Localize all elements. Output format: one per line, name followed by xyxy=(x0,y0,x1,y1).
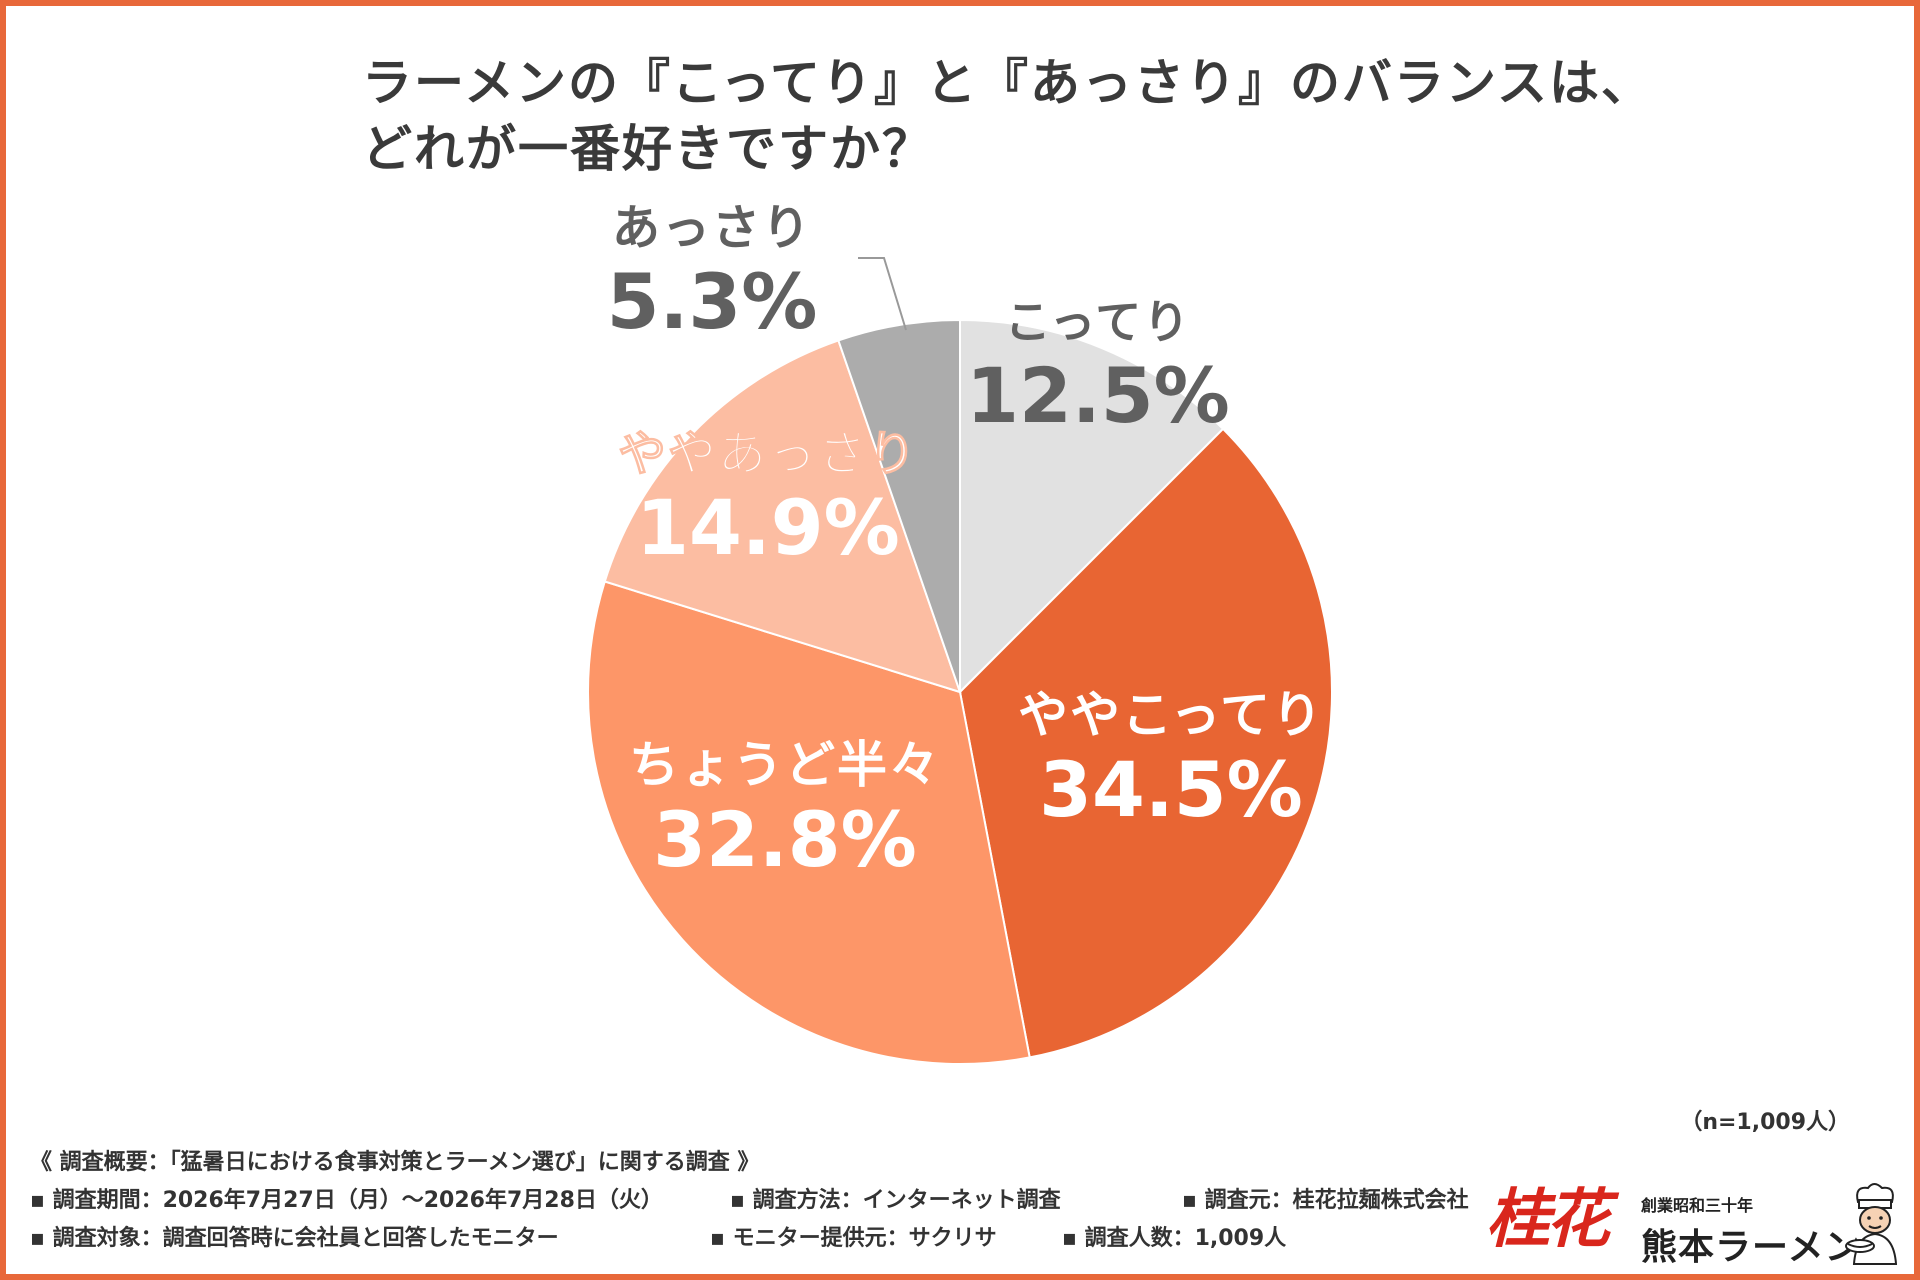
slice-value-kotteri: 12.5% xyxy=(966,351,1230,440)
slice-name-yaya-kotteri: ややこってり xyxy=(1018,686,1324,744)
chart-title: ラーメンの『こってり』と『あっさり』のバランスは、 どれが一番好きですか？ xyxy=(362,50,1653,182)
slice-value-yaya-assari: 14.9% xyxy=(636,483,900,572)
slice-name-kotteri: こってり xyxy=(1005,295,1191,349)
survey-count: ▪ 調査人数：1,009人 xyxy=(1062,1226,1287,1251)
survey-period: ▪ 調査期間：2026年7月27日（月）～2026年7月28日（火） xyxy=(30,1188,663,1213)
survey-source: ▪ 調査元：桂花拉麺株式会社 xyxy=(1182,1188,1469,1213)
slice-name-assari: あっさり xyxy=(612,200,812,256)
slice-value-chodo-hanhan: 32.8% xyxy=(653,795,917,884)
pie-slice-yaya-assari xyxy=(603,339,962,694)
chart-title-line-1: ラーメンの『こってり』と『あっさり』のバランスは、 xyxy=(362,54,1653,112)
brand-name: 熊本ラーメン xyxy=(1641,1227,1862,1268)
slice-name-yaya-assari: ややあっさり xyxy=(618,426,918,482)
pie-slice-kotteri xyxy=(959,318,1225,695)
pie-slice-yaya-kotteri xyxy=(958,427,1333,1059)
survey-target: ▪ 調査対象：調査回答時に会社員と回答したモニター xyxy=(30,1226,559,1251)
pie-slice-chodo-hanhan xyxy=(587,580,1031,1065)
chef-icon xyxy=(1845,1183,1898,1265)
brand-logo: 桂花 創業昭和三十年 熊本ラーメン xyxy=(1478,1180,1908,1270)
survey-provider: ▪ モニター提供元：サクリサ xyxy=(710,1226,997,1251)
sample-size-label: （n=1,009人） xyxy=(1680,1110,1850,1135)
slice-value-yaya-kotteri: 34.5% xyxy=(1039,745,1303,834)
brand-mark: 桂花 xyxy=(1486,1182,1610,1257)
pie-slice-assari xyxy=(837,318,961,693)
leader-line-assari xyxy=(858,257,907,331)
survey-overview: 《 調査概要：「猛暑日における食事対策とラーメン選び」に関する調査 》 xyxy=(30,1150,760,1175)
brand-tagline: 創業昭和三十年 xyxy=(1641,1196,1754,1215)
slice-name-chodo-hanhan: ちょうど半々 xyxy=(629,736,941,794)
survey-method: ▪ 調査方法：インターネット調査 xyxy=(730,1188,1061,1213)
chart-title-line-2: どれが一番好きですか？ xyxy=(362,120,934,178)
slice-value-assari: 5.3% xyxy=(607,257,818,346)
